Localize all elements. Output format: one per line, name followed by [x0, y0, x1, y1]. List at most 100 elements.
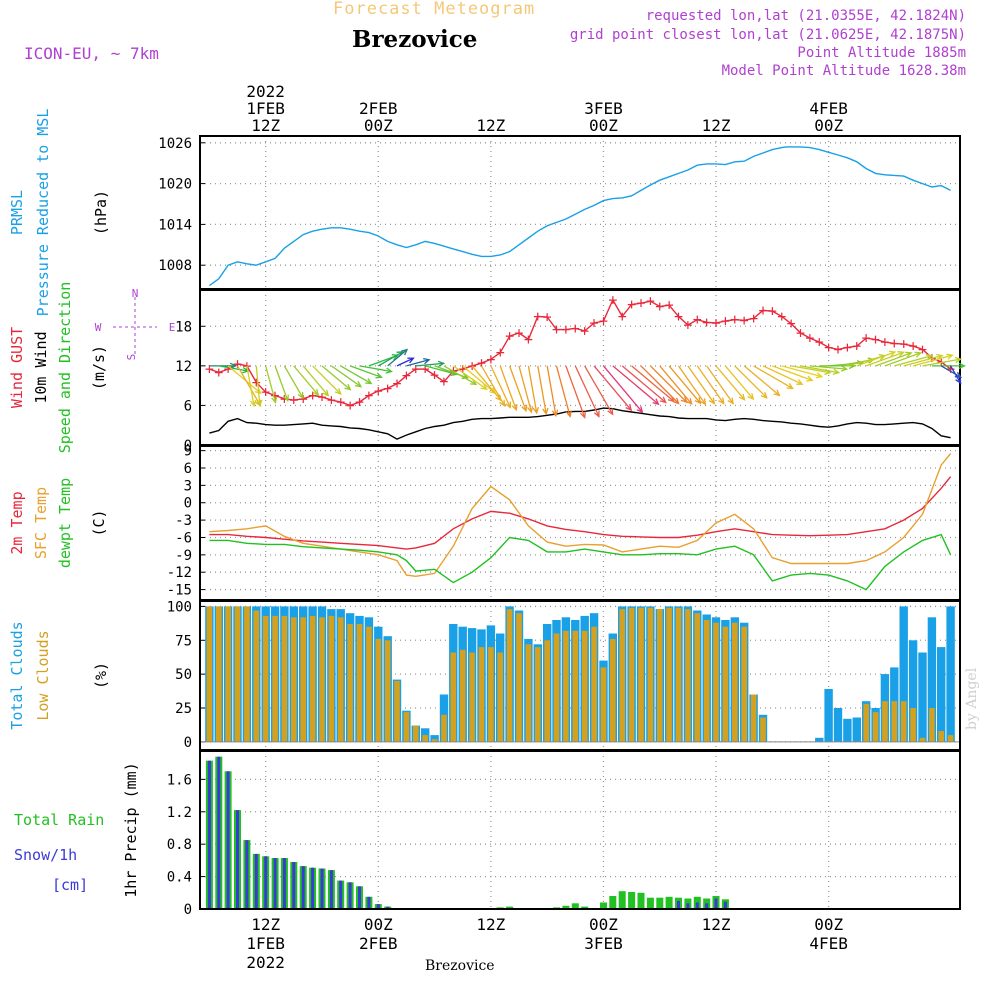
- wind-arrow-head: [897, 351, 905, 358]
- wind-arrow-head: [806, 375, 814, 382]
- y-tick-label: 1.2: [167, 805, 192, 821]
- y-tick-label: -6: [175, 530, 192, 546]
- y-tick-label: 0: [184, 496, 192, 512]
- precip-bar: [339, 880, 343, 909]
- y-tick-label: 50: [175, 667, 192, 683]
- cloud-bar: [666, 607, 672, 742]
- gust-marker: +: [880, 333, 889, 351]
- panel-label: Pressure Reduced to MSL: [34, 109, 52, 317]
- cloud-bar: [441, 714, 447, 742]
- gust-marker: +: [909, 337, 918, 355]
- gust-marker: +: [524, 330, 533, 348]
- wind-arrow: [753, 365, 793, 389]
- gust-marker: +: [271, 387, 280, 405]
- precip-bar: [714, 898, 718, 909]
- cloud-bar: [525, 644, 532, 742]
- precip-bar: [609, 896, 617, 909]
- panel-clouds: 0 25 50 75 100 Total Clouds Low Clouds (%): [8, 599, 961, 751]
- panel-label: Wind GUST: [8, 327, 26, 408]
- wind-arrow: [508, 365, 527, 412]
- y-tick-label: 100: [167, 599, 192, 615]
- time-label-top: 2022: [246, 82, 285, 101]
- wind-arrow: [574, 365, 600, 417]
- cloud-bar: [206, 606, 213, 742]
- wind-arrow-head: [694, 397, 702, 405]
- wind-arrow: [903, 354, 943, 367]
- cloud-bar: [244, 606, 250, 742]
- wind-arrow-head: [786, 383, 794, 390]
- wind-arrow-head: [796, 379, 804, 385]
- gust-marker: +: [599, 312, 608, 330]
- gust-marker: +: [749, 309, 758, 327]
- series-line: [209, 533, 952, 591]
- gust-marker: +: [261, 383, 270, 401]
- gust-marker: +: [411, 360, 420, 378]
- cloud-bar: [421, 728, 430, 742]
- cloud-bar: [553, 633, 560, 742]
- gust-marker: +: [862, 329, 871, 347]
- wind-arrow-head: [699, 398, 707, 406]
- precip-bar: [686, 903, 690, 909]
- precip-bar: [628, 892, 636, 909]
- cloud-bar: [852, 717, 861, 742]
- wind-arrow: [809, 365, 847, 370]
- wind-arrow: [349, 365, 382, 378]
- cloud-bar: [703, 620, 710, 742]
- precip-bar: [207, 760, 211, 909]
- wind-arrow-head: [925, 354, 934, 361]
- cloud-bar: [234, 606, 241, 742]
- gust-marker: +: [918, 340, 927, 358]
- y-tick-label: 12: [175, 359, 192, 375]
- precip-bar: [600, 902, 607, 909]
- cloud-bar: [872, 712, 879, 742]
- wind-arrow-head: [375, 372, 383, 379]
- wind-arrow-head: [256, 399, 263, 407]
- wind-arrow-head: [625, 404, 633, 412]
- wind-arrow-head: [832, 368, 841, 375]
- wind-arrow: [894, 355, 932, 367]
- gust-marker: +: [205, 360, 214, 378]
- cloud-bar: [591, 626, 597, 742]
- precip-bar: [264, 856, 268, 909]
- precip-bar: [562, 905, 570, 909]
- gust-marker: +: [430, 366, 439, 384]
- wind-arrow-head: [773, 389, 781, 397]
- series-line: [209, 407, 951, 440]
- precip-bar: [273, 858, 277, 909]
- wind-arrow-head: [542, 407, 549, 416]
- wind-arrow: [865, 351, 904, 367]
- precip-bar: [348, 882, 352, 909]
- wind-arrow-head: [365, 378, 373, 385]
- precip-bar: [329, 870, 333, 909]
- compass-s: S: [125, 354, 138, 361]
- cloud-bar: [760, 717, 766, 742]
- wind-arrow: [255, 365, 261, 406]
- wind-arrow: [555, 365, 571, 417]
- panel-label: Total Rain: [14, 811, 104, 829]
- gust-marker: +: [702, 313, 711, 331]
- gust-marker: +: [674, 307, 683, 325]
- gust-marker: +: [439, 373, 448, 391]
- precip-bar: [292, 862, 296, 909]
- wind-arrow: [302, 365, 329, 397]
- gust-marker: +: [627, 296, 636, 314]
- y-tick-label: 1020: [158, 177, 192, 193]
- cloud-bar: [225, 606, 231, 742]
- gust-marker: +: [402, 367, 411, 385]
- time-label-bottom: 2022: [246, 953, 285, 972]
- wind-arrow: [462, 365, 496, 394]
- y-tick-label: 9: [184, 444, 192, 460]
- gust-marker: +: [937, 353, 946, 371]
- precip-bar: [656, 897, 664, 909]
- panel-temperature: 963 0-3-6 -9-12 -15 2m Temp SFC Temp dewpt Tem…: [8, 444, 961, 601]
- cloud-bar: [918, 652, 927, 742]
- time-label-top: 4FEB: [809, 99, 848, 118]
- cloud-bar: [309, 615, 316, 742]
- wind-arrow-head: [322, 389, 330, 397]
- wind-arrow-head: [354, 380, 363, 388]
- panel-label: 2m Temp: [8, 491, 26, 554]
- cloud-bar: [291, 617, 297, 742]
- time-label-bottom: 2FEB: [359, 934, 398, 953]
- cloud-bar: [600, 667, 607, 742]
